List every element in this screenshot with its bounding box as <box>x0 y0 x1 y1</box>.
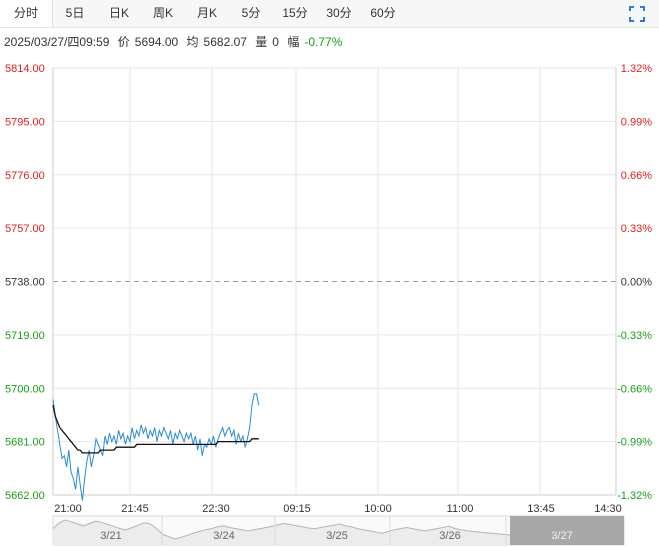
y-tick-label: 5795.00 <box>5 116 45 128</box>
avg-value: 5682.07 <box>203 35 247 49</box>
quote-datetime: 2025/03/27/四09:59 <box>4 35 110 49</box>
pct-tick-label: -0.66% <box>617 383 652 395</box>
y-tick-label: 5814.00 <box>5 63 45 75</box>
pct-tick-label: -0.99% <box>617 437 652 449</box>
tab-9[interactable]: 60分 <box>370 6 396 20</box>
x-tick-label: 11:00 <box>447 503 474 515</box>
y-tick-label: 5738.00 <box>5 277 45 289</box>
x-tick-label: 09:15 <box>283 503 311 515</box>
x-tick-label: 13:45 <box>527 503 555 515</box>
tab-7[interactable]: 15分 <box>282 6 308 20</box>
pct-tick-label: -1.32% <box>617 490 652 502</box>
tab-2[interactable]: 5日 <box>65 6 85 20</box>
nav-date-label: 3/24 <box>213 530 234 542</box>
tab-1[interactable]: 分时 <box>0 0 53 27</box>
price-value: 5694.00 <box>134 35 179 49</box>
x-tick-label: 21:45 <box>121 503 149 515</box>
pct-tick-label: -0.33% <box>617 330 652 342</box>
y-tick-label: 5719.00 <box>5 330 45 342</box>
tab-8[interactable]: 30分 <box>326 6 352 20</box>
price-label: 价 <box>117 35 130 49</box>
x-tick-label: 14:30 <box>594 503 622 515</box>
period-tabs: 分时 5日 日K 周K 月K 5分 15分 30分 60分 <box>0 0 659 28</box>
x-tick-label: 10:00 <box>364 503 392 515</box>
y-tick-label: 5776.00 <box>5 170 45 182</box>
avg-label: 均 <box>186 35 199 49</box>
volume-label: 量 <box>255 35 268 49</box>
tab-5[interactable]: 月K <box>196 6 217 20</box>
tab-4[interactable]: 周K <box>152 6 173 20</box>
avg-line <box>52 404 259 454</box>
y-tick-label: 5700.00 <box>5 383 45 395</box>
y-tick-label: 5757.00 <box>5 223 45 235</box>
pct-tick-label: 0.33% <box>621 223 652 235</box>
y-tick-label: 5681.00 <box>5 437 45 449</box>
pct-tick-label: 0.66% <box>621 170 652 182</box>
nav-date-label: 3/25 <box>326 530 347 542</box>
tab-6[interactable]: 5分 <box>241 6 261 20</box>
intraday-chart[interactable]: 5814.00 1.32% 5795.00 0.99% 5776.00 0.66% 5757… <box>0 55 659 547</box>
y-tick-label: 5662.00 <box>5 490 45 502</box>
change-label: 幅 <box>287 35 300 49</box>
tab-3[interactable]: 日K <box>108 6 129 20</box>
navigator-history-line <box>52 519 511 540</box>
x-tick-label: 21:00 <box>54 503 82 515</box>
x-tick-label: 22:30 <box>202 503 230 515</box>
pct-tick-label: 0.00% <box>621 277 652 289</box>
nav-date-label: 3/21 <box>100 530 121 542</box>
nav-date-label: 3/26 <box>439 530 460 542</box>
change-value: -0.77% <box>304 35 343 49</box>
price-line <box>52 393 260 501</box>
navigator-history-area <box>53 520 510 545</box>
pct-tick-label: 1.32% <box>621 63 652 75</box>
volume-value: 0 <box>272 35 279 49</box>
pct-tick-label: 0.99% <box>621 116 652 128</box>
navigator-selected-range[interactable] <box>510 516 624 545</box>
nav-date-label: 3/27 <box>551 530 572 542</box>
fullscreen-icon[interactable] <box>629 6 645 22</box>
